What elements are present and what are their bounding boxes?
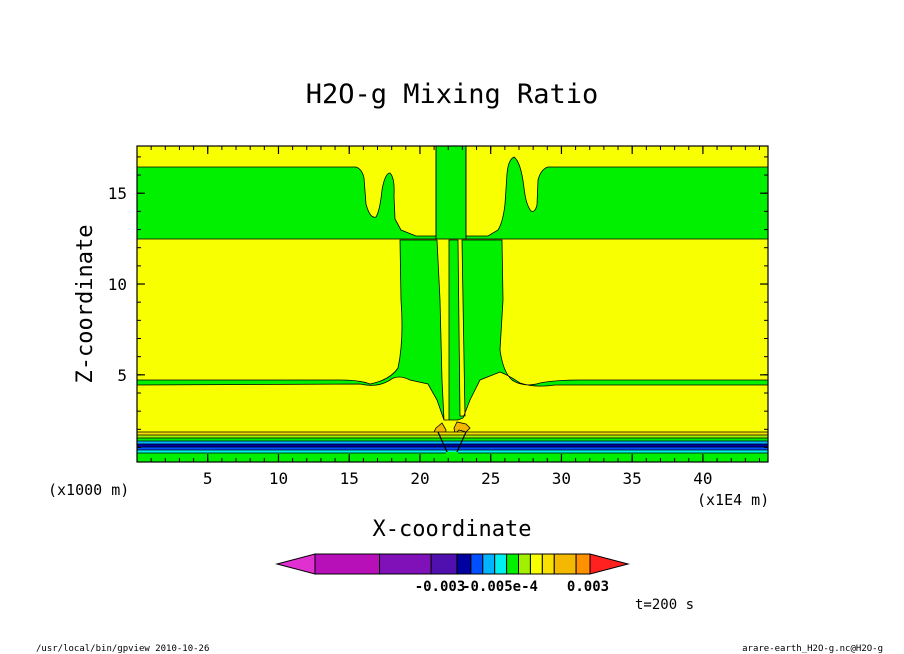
footer-right: arare-earth_H2O-g.nc@H2O-g — [742, 644, 883, 654]
colorbar-swatch — [518, 553, 531, 575]
x-unit-right: (x1E4 m) — [697, 491, 769, 509]
time-label: t=200 s — [635, 597, 694, 613]
colorbar-swatch — [506, 553, 520, 575]
colorbar-swatch — [494, 553, 508, 575]
colorbar-swatch — [314, 553, 381, 575]
colorbar-label-low: -0.003 — [415, 579, 466, 595]
chart-title: H2O-g Mixing Ratio — [306, 79, 599, 110]
colorbar-swatch — [379, 553, 432, 575]
y-axis-label: Z-coordinate — [73, 225, 98, 384]
colorbar-label-mid: -0.005e-4 — [462, 579, 538, 595]
lower-layered-bands — [137, 431, 768, 462]
x-tick-label: 5 — [203, 469, 213, 488]
x-tick-label: 25 — [481, 469, 500, 488]
y-tick-label: 5 — [117, 366, 127, 385]
y-tick-label: 15 — [108, 184, 127, 203]
colorbar-swatch — [541, 553, 555, 575]
x-tick-label: 35 — [623, 469, 642, 488]
y-tick-label: 10 — [108, 275, 127, 294]
colorbar-swatch — [470, 553, 484, 575]
x-tick-label: 15 — [340, 469, 359, 488]
upper-green-band — [136, 156, 769, 240]
plot-frame — [136, 145, 769, 463]
plot-area — [136, 145, 769, 463]
colorbar-swatch — [529, 553, 543, 575]
major-ticks — [137, 146, 768, 462]
colorbar-left-arrow — [275, 553, 316, 575]
colorbar-swatch — [482, 553, 496, 575]
x-tick-label: 20 — [410, 469, 429, 488]
footer-left: /usr/local/bin/gpview 2010-10-26 — [36, 644, 209, 654]
colorbar-swatch — [456, 553, 472, 575]
colorbar-right-arrow — [589, 553, 630, 575]
x-tick-labels: 5 10 15 20 25 30 35 40 — [203, 469, 713, 488]
colorbar-swatch — [553, 553, 577, 575]
colorbar — [275, 553, 630, 575]
x-axis-label: X-coordinate — [373, 517, 532, 542]
x-tick-label: 40 — [693, 469, 712, 488]
x-tick-label: 30 — [552, 469, 571, 488]
colorbar-swatch — [575, 553, 591, 575]
y-tick-labels: 5 10 15 — [108, 184, 127, 385]
x-unit-left: (x1000 m) — [48, 481, 129, 499]
mid-green-band — [136, 239, 769, 421]
center-green-column — [435, 145, 467, 240]
colorbar-label-high: 0.003 — [567, 579, 609, 595]
colorbar-swatch — [430, 553, 458, 575]
x-tick-label: 10 — [269, 469, 288, 488]
